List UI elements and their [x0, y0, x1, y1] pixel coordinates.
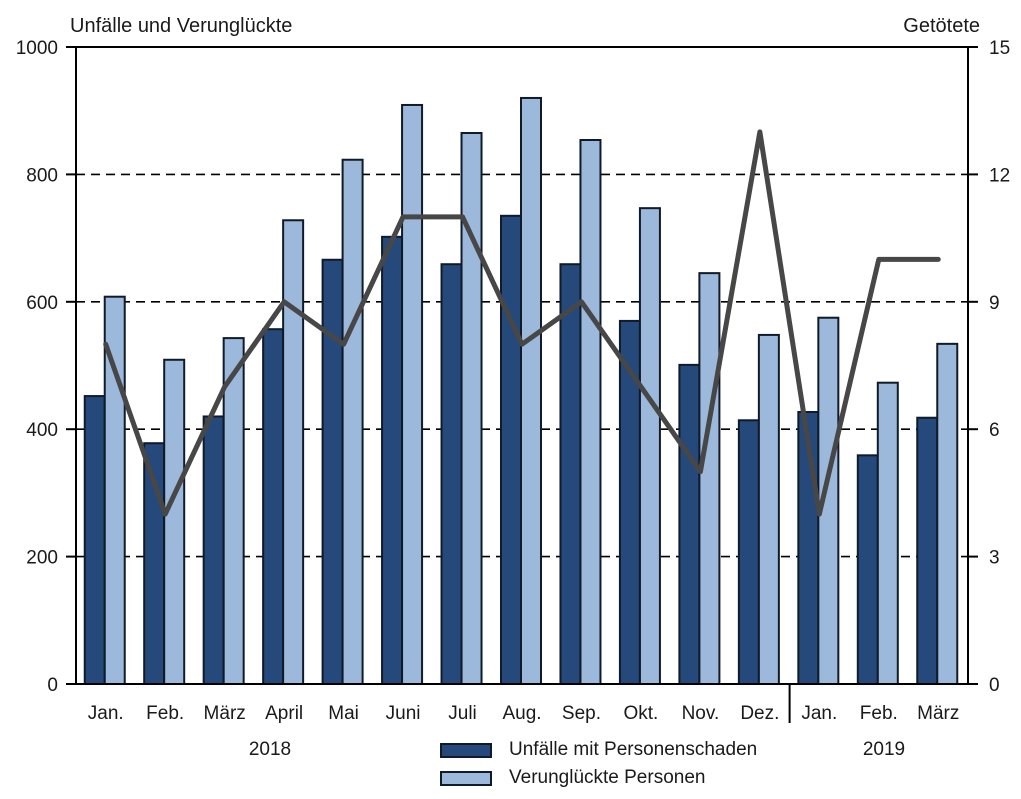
bar-verungglueckte-8 [579, 139, 602, 685]
bar-unfaelle-7 [500, 214, 522, 685]
right-tick-label-9: 9 [989, 293, 1000, 314]
bar-verungglueckte-5 [401, 103, 424, 686]
bar-unfaelle-4 [321, 258, 344, 685]
month-label-14: März [917, 703, 959, 724]
month-label-2: März [204, 703, 246, 724]
month-label-8: Sep. [562, 703, 601, 724]
plot-frame [75, 46, 969, 685]
bar-unfaelle-10 [678, 363, 701, 685]
bar-unfaelle-14 [916, 416, 939, 685]
legend: Unfälle mit Personenschaden Verunglückte… [440, 738, 757, 794]
line-getoetete [103, 129, 941, 517]
year-label-2018: 2018 [248, 739, 292, 760]
right-tick-label-6: 6 [989, 420, 1000, 441]
bar-verungglueckte-11 [757, 333, 780, 685]
bar-unfaelle-0 [83, 395, 106, 685]
left-tick-label-1000: 1000 [16, 38, 58, 59]
bar-verungglueckte-13 [876, 381, 899, 685]
month-label-12: Jan. [801, 703, 837, 724]
bar-verungglueckte-4 [341, 158, 364, 685]
month-label-10: Nov. [682, 703, 720, 724]
left-tick-label-0: 0 [47, 675, 58, 696]
month-label-4: Mai [328, 703, 359, 724]
bar-unfaelle-6 [440, 263, 463, 685]
bar-verungglueckte-10 [698, 272, 721, 685]
month-label-7: Aug. [502, 703, 541, 724]
bar-unfaelle-8 [559, 263, 582, 685]
legend-label-verungglueckte: Verunglückte Personen [509, 767, 706, 788]
right-tick-label-12: 12 [989, 165, 1010, 186]
bar-unfaelle-13 [856, 454, 879, 685]
month-label-6: Juli [448, 703, 477, 724]
legend-item-unfaelle: Unfälle mit Personenschaden [440, 738, 757, 762]
right-tick-label-0: 0 [989, 675, 1000, 696]
left-tick-label-600: 600 [26, 293, 58, 314]
bar-verungglueckte-7 [520, 96, 542, 685]
bar-unfaelle-5 [381, 235, 404, 686]
month-label-1: Feb. [146, 703, 184, 724]
left-tick-label-200: 200 [26, 548, 58, 569]
legend-swatch-verungglueckte [440, 770, 492, 786]
legend-item-verungglueckte: Verunglückte Personen [440, 766, 757, 790]
month-label-3: April [265, 703, 303, 724]
bar-verungglueckte-1 [163, 358, 186, 685]
month-label-11: Dez. [740, 703, 779, 724]
month-label-13: Feb. [860, 703, 898, 724]
right-tick-label-3: 3 [989, 548, 1000, 569]
month-label-5: Juni [386, 703, 421, 724]
right-tick-label-15: 15 [989, 38, 1010, 59]
legend-swatch-unfaelle [440, 742, 492, 758]
legend-label-unfaelle: Unfälle mit Personenschaden [509, 739, 758, 760]
right-axis-title: Getötete [903, 15, 980, 37]
bar-verungglueckte-2 [222, 337, 245, 685]
bar-unfaelle-11 [737, 419, 760, 685]
bar-verungglueckte-14 [936, 342, 959, 685]
month-label-0: Jan. [88, 703, 124, 724]
year-label-2019: 2019 [862, 739, 906, 760]
left-tick-label-800: 800 [26, 165, 58, 186]
bar-verungglueckte-3 [282, 219, 305, 685]
left-tick-label-400: 400 [26, 420, 58, 441]
month-label-9: Okt. [624, 703, 659, 724]
bar-verungglueckte-9 [638, 207, 661, 685]
bar-unfaelle-2 [202, 415, 225, 685]
bar-unfaelle-3 [262, 328, 285, 685]
left-axis-title: Unfälle und Verunglückte [70, 15, 293, 37]
